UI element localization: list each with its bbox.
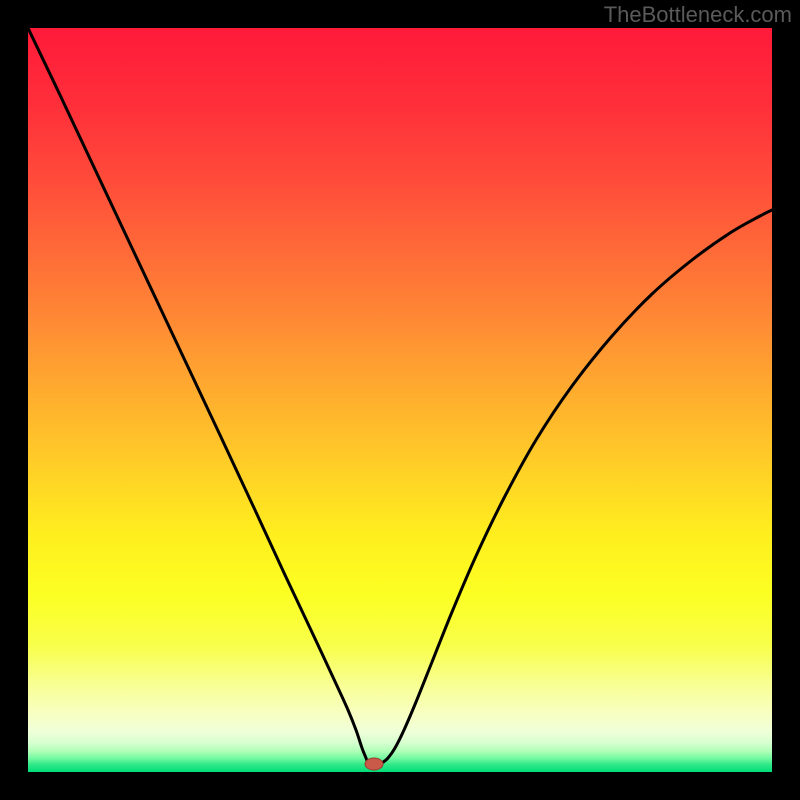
plot-background (28, 28, 772, 772)
optimal-marker (365, 758, 383, 770)
watermark-text: TheBottleneck.com (604, 2, 792, 28)
chart-container: TheBottleneck.com (0, 0, 800, 800)
bottleneck-chart (0, 0, 800, 800)
